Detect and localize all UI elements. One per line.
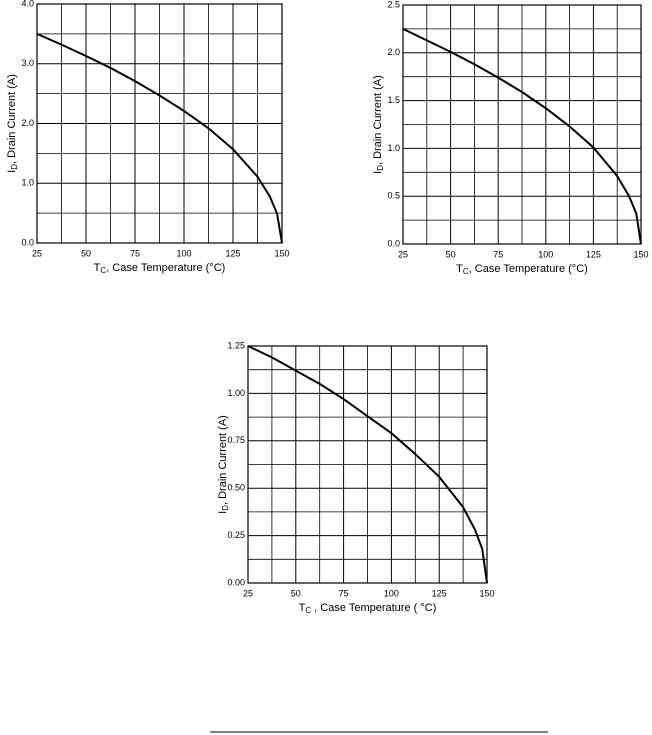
plot-frame: [36, 3, 283, 244]
x-tick-label: 25: [398, 249, 408, 259]
x-axis-label-symbol: T: [299, 602, 306, 614]
y-axis-label-text: , Drain Current (A): [6, 74, 18, 164]
y-tick-label: 2.0: [21, 118, 34, 128]
x-axis-label-text: , Case Temperature (°C): [469, 263, 588, 275]
y-tick-label: 0.50: [227, 483, 245, 493]
y-tick-label: 0.0: [21, 237, 34, 247]
x-axis-label-symbol: T: [456, 263, 463, 275]
y-tick-label: 0.00: [227, 577, 245, 587]
x-tick-label: 100: [538, 249, 553, 259]
x-tick-label: 50: [446, 249, 456, 259]
plot-frame: [247, 345, 488, 584]
x-axis-label-subscript: C: [100, 266, 106, 275]
x-tick-label: 75: [339, 588, 349, 598]
x-tick-label: 100: [384, 588, 399, 598]
x-tick-label: 75: [130, 248, 140, 258]
plot-frame: [402, 4, 642, 245]
y-tick-label: 1.0: [387, 143, 400, 153]
y-tick-label: 0.0: [387, 238, 400, 248]
x-axis-label: TC, Case Temperature (°C): [94, 262, 226, 275]
y-tick-label: 0.5: [387, 191, 400, 201]
data-line: [36, 32, 283, 244]
x-tick-label: 125: [586, 249, 601, 259]
x-axis-label: TC , Case Temperature ( °C): [299, 602, 437, 615]
x-tick-label: 125: [225, 248, 240, 258]
x-tick-label: 75: [493, 249, 503, 259]
y-axis-label-symbol: I: [217, 511, 229, 514]
x-axis-label: TC, Case Temperature (°C): [456, 263, 588, 276]
y-tick-label: 1.00: [227, 388, 245, 398]
x-tick-label: 150: [274, 248, 289, 258]
y-tick-label: 1.0: [21, 178, 34, 188]
x-tick-label: 100: [176, 248, 191, 258]
y-tick-label: 0.25: [227, 530, 245, 540]
y-axis-label-symbol: I: [372, 171, 384, 174]
y-axis-label-text: , Drain Current (A): [217, 415, 229, 505]
data-line: [247, 345, 488, 584]
x-axis-label-text: , Case Temperature ( °C): [311, 602, 436, 614]
x-axis-label-text: , Case Temperature (°C): [106, 262, 225, 274]
y-axis-label: ID, Drain Current (A): [217, 415, 230, 514]
y-axis-label: ID, Drain Current (A): [6, 74, 19, 173]
y-tick-label: 3.0: [21, 58, 34, 68]
x-tick-label: 25: [243, 588, 253, 598]
y-axis-label-subscript: D: [221, 505, 230, 511]
y-axis-label-symbol: I: [6, 170, 18, 173]
y-axis-label-subscript: D: [10, 164, 19, 170]
y-tick-label: 0.75: [227, 435, 245, 445]
y-tick-label: 1.25: [227, 340, 245, 350]
x-tick-label: 25: [32, 248, 42, 258]
x-axis-label-symbol: T: [94, 262, 101, 274]
y-tick-label: 1.5: [387, 95, 400, 105]
y-axis-label-subscript: D: [376, 165, 385, 171]
x-tick-label: 150: [479, 588, 494, 598]
y-axis-label-text: , Drain Current (A): [372, 75, 384, 165]
y-axis-label: ID, Drain Current (A): [372, 75, 385, 174]
x-tick-label: 150: [633, 249, 648, 259]
y-tick-label: 4.0: [21, 0, 34, 8]
x-tick-label: 125: [432, 588, 447, 598]
x-tick-label: 50: [291, 588, 301, 598]
data-line: [402, 27, 642, 245]
x-tick-label: 50: [81, 248, 91, 258]
y-tick-label: 2.0: [387, 47, 400, 57]
x-axis-label-subscript: C: [305, 606, 311, 615]
x-axis-label-subscript: C: [463, 267, 469, 276]
y-tick-label: 2.5: [387, 0, 400, 9]
